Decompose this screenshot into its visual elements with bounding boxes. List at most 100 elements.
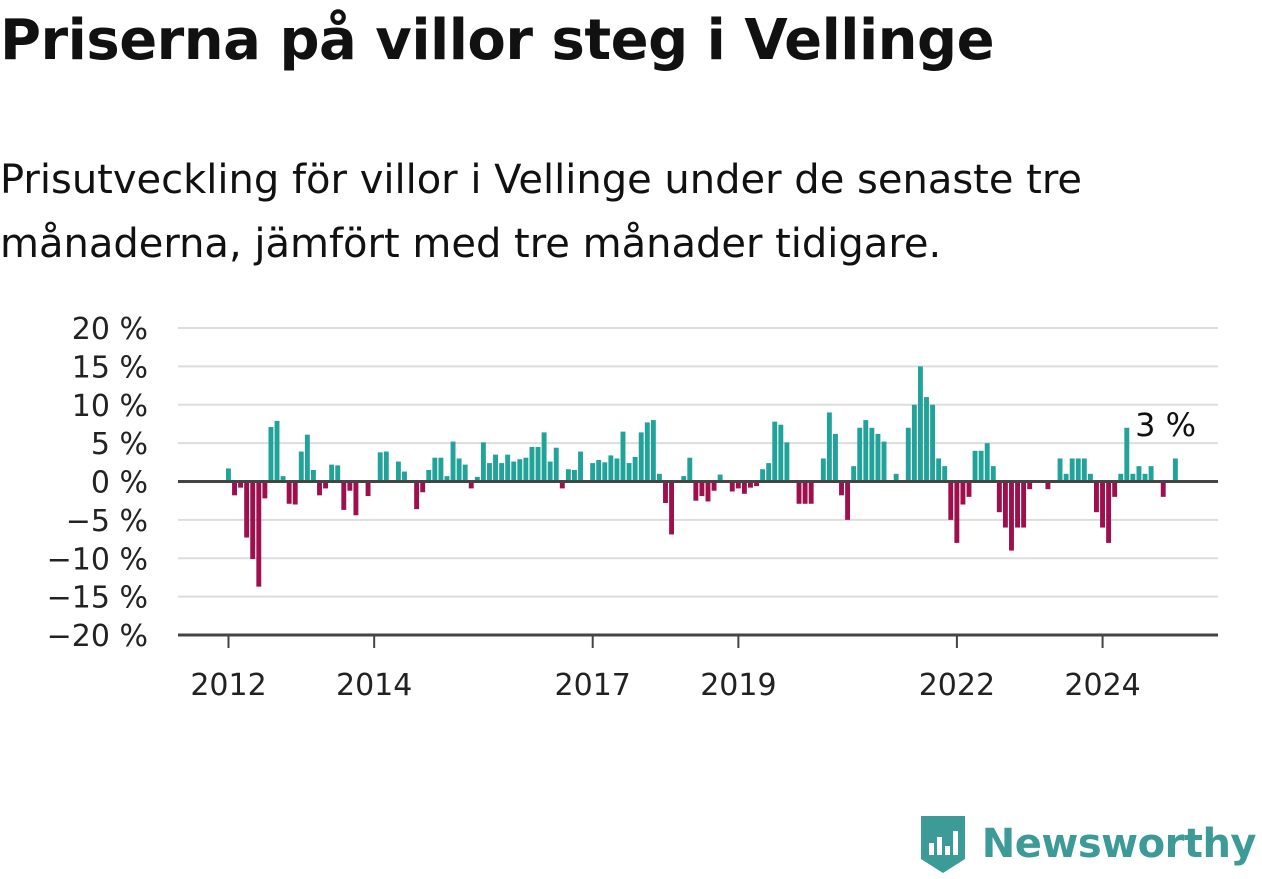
bar <box>1002 481 1008 528</box>
bar <box>347 481 353 491</box>
bar <box>571 469 577 482</box>
bar <box>681 476 687 482</box>
bar <box>869 427 875 482</box>
bar <box>942 466 948 482</box>
bar <box>1094 481 1099 513</box>
bar <box>1130 473 1136 482</box>
bar <box>286 481 292 504</box>
bar <box>292 481 298 505</box>
bar <box>511 461 517 482</box>
bar <box>1112 481 1118 497</box>
bar <box>420 481 426 493</box>
bar <box>238 481 244 488</box>
bar <box>244 481 250 538</box>
bar <box>954 481 960 543</box>
bar <box>553 447 559 482</box>
grid-lines <box>178 327 1218 598</box>
bar <box>341 481 347 510</box>
bar <box>1015 481 1020 528</box>
bar <box>1136 466 1142 482</box>
bar <box>917 366 923 482</box>
bar <box>620 431 626 482</box>
bar <box>905 427 911 482</box>
bar <box>426 469 432 482</box>
bar <box>893 473 899 482</box>
y-tick-label: 5 % <box>91 427 148 462</box>
x-tick-label: 2019 <box>700 668 776 703</box>
bar <box>851 466 857 482</box>
bar <box>1160 481 1166 497</box>
bar <box>1063 473 1069 482</box>
bar <box>669 481 675 535</box>
y-tick-label: 15 % <box>72 350 148 385</box>
bar <box>1027 481 1033 490</box>
bar <box>863 420 869 482</box>
bar <box>365 481 371 497</box>
bar <box>663 481 668 503</box>
bar <box>924 397 929 482</box>
bar <box>966 481 972 497</box>
bar <box>523 457 529 482</box>
bar <box>1148 466 1154 482</box>
bar <box>226 468 231 482</box>
bar <box>438 457 444 482</box>
bar <box>450 441 456 482</box>
bar <box>602 462 608 482</box>
bar <box>608 455 614 482</box>
y-tick-label: 0 % <box>91 466 148 501</box>
bar <box>547 461 553 482</box>
bar <box>614 458 620 482</box>
brand-name: Newsworthy <box>981 821 1257 867</box>
bar <box>1124 427 1130 482</box>
bar <box>699 481 705 497</box>
bar <box>948 481 954 520</box>
bar <box>323 481 329 489</box>
x-tick-label: 2024 <box>1064 668 1140 703</box>
bar <box>268 427 274 482</box>
bar <box>687 457 693 482</box>
bar <box>754 481 759 487</box>
bar <box>317 481 322 496</box>
y-tick-label: −15 % <box>47 581 148 616</box>
bar <box>395 461 401 482</box>
bar <box>778 424 784 482</box>
bar <box>826 412 832 482</box>
y-tick-label: 20 % <box>72 312 148 347</box>
bar <box>474 476 480 482</box>
bar <box>1087 473 1093 482</box>
bar <box>996 481 1002 513</box>
brand-logo: Newsworthy <box>918 813 1257 875</box>
bar <box>833 433 838 482</box>
bar <box>741 481 747 494</box>
bar <box>529 446 535 482</box>
x-tick-label: 2022 <box>919 668 995 703</box>
bar <box>1021 481 1027 528</box>
bar-chart: 20 %15 % 10 %5 % 0 %−5 %−10 % −15 %−20 % 201… <box>47 312 1218 703</box>
bar <box>232 481 237 496</box>
bar <box>499 463 505 482</box>
x-tick-label: 2012 <box>190 668 266 703</box>
bar <box>772 421 778 482</box>
bar <box>1118 473 1124 482</box>
bar <box>310 469 316 482</box>
bar <box>1069 458 1075 482</box>
bar <box>493 454 498 482</box>
bar <box>335 465 341 482</box>
bar <box>802 481 808 504</box>
bar <box>990 466 996 482</box>
y-tick-label: −20 % <box>47 619 148 654</box>
bar <box>383 451 389 482</box>
bar <box>517 459 523 482</box>
bar <box>535 446 541 482</box>
bar <box>462 464 468 482</box>
bar <box>626 463 632 482</box>
bar <box>432 457 438 482</box>
bar <box>414 481 420 510</box>
bar <box>468 481 474 489</box>
bar <box>717 474 723 482</box>
chart-title: Priserna på villor steg i Vellinge <box>0 8 995 73</box>
bar <box>1045 481 1051 490</box>
bar <box>256 481 262 587</box>
bar <box>262 481 268 499</box>
bar <box>693 481 699 501</box>
